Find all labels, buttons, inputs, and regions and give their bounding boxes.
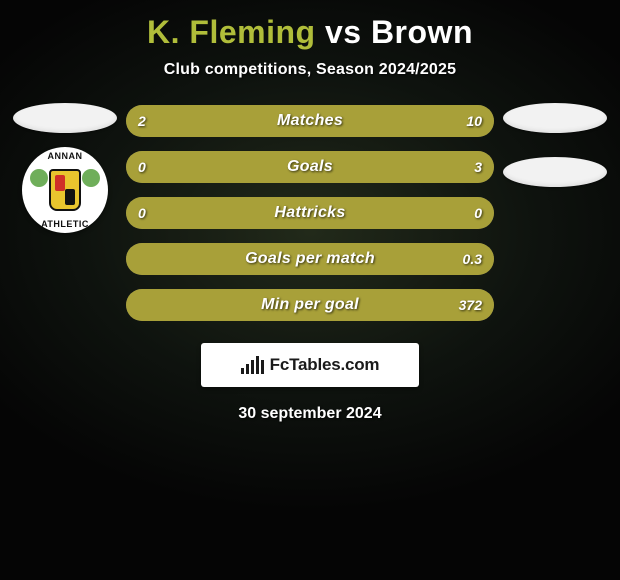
- club-name-bottom: ATHLETIC: [22, 219, 108, 229]
- right-player-column: [500, 101, 610, 187]
- stat-value-left: 2: [138, 113, 146, 129]
- stat-value-right: 372: [459, 297, 482, 313]
- stat-bar: Goals per match0.3: [126, 243, 494, 275]
- badge-leaf-icon: [30, 169, 48, 187]
- player2-photo-placeholder: [503, 103, 607, 133]
- stat-label: Goals: [126, 158, 494, 176]
- stat-value-right: 3: [474, 159, 482, 175]
- comparison-card: K. Fleming vs Brown Club competitions, S…: [0, 0, 620, 423]
- brand-bars-icon: [241, 356, 264, 374]
- stat-bar: Hattricks0 0: [126, 197, 494, 229]
- page-title: K. Fleming vs Brown: [0, 14, 620, 51]
- stat-label: Min per goal: [126, 296, 494, 314]
- brand-text: FcTables.com: [270, 355, 380, 375]
- player1-photo-placeholder: [13, 103, 117, 133]
- stats-bars: Matches210Goals03Hattricks00Goals per ma…: [126, 101, 494, 321]
- player1-name: K. Fleming: [147, 14, 316, 50]
- stat-value-right: 10: [466, 113, 482, 129]
- stat-label: Matches: [126, 112, 494, 130]
- club-name-top: ANNAN: [22, 151, 108, 161]
- badge-leaf-icon: [82, 169, 100, 187]
- player2-club-placeholder: [503, 157, 607, 187]
- brand-bar-icon: [256, 356, 259, 374]
- brand-bar-icon: [241, 368, 244, 374]
- stat-bar: Min per goal372: [126, 289, 494, 321]
- brand-bar-icon: [251, 360, 254, 374]
- brand-bar-icon: [261, 360, 264, 374]
- player1-club-badge: ANNAN ATHLETIC: [22, 147, 108, 233]
- stat-label: Goals per match: [126, 250, 494, 268]
- stat-value-left: 0: [138, 159, 146, 175]
- subtitle: Club competitions, Season 2024/2025: [0, 61, 620, 79]
- brand-logo[interactable]: FcTables.com: [201, 343, 419, 387]
- stat-value-right: 0: [474, 205, 482, 221]
- brand-bar-icon: [246, 364, 249, 374]
- stat-value-right: 0.3: [463, 251, 482, 267]
- stat-bar: Matches2 10: [126, 105, 494, 137]
- player2-name: Brown: [371, 14, 473, 50]
- left-player-column: ANNAN ATHLETIC: [10, 101, 120, 233]
- date-label: 30 september 2024: [0, 405, 620, 423]
- stat-value-left: 0: [138, 205, 146, 221]
- stat-label: Hattricks: [126, 204, 494, 222]
- badge-shield-icon: [49, 169, 81, 211]
- comparison-row: ANNAN ATHLETIC Matches210Goals03Hattrick…: [0, 101, 620, 321]
- vs-text: vs: [325, 14, 362, 50]
- stat-bar: Goals0 3: [126, 151, 494, 183]
